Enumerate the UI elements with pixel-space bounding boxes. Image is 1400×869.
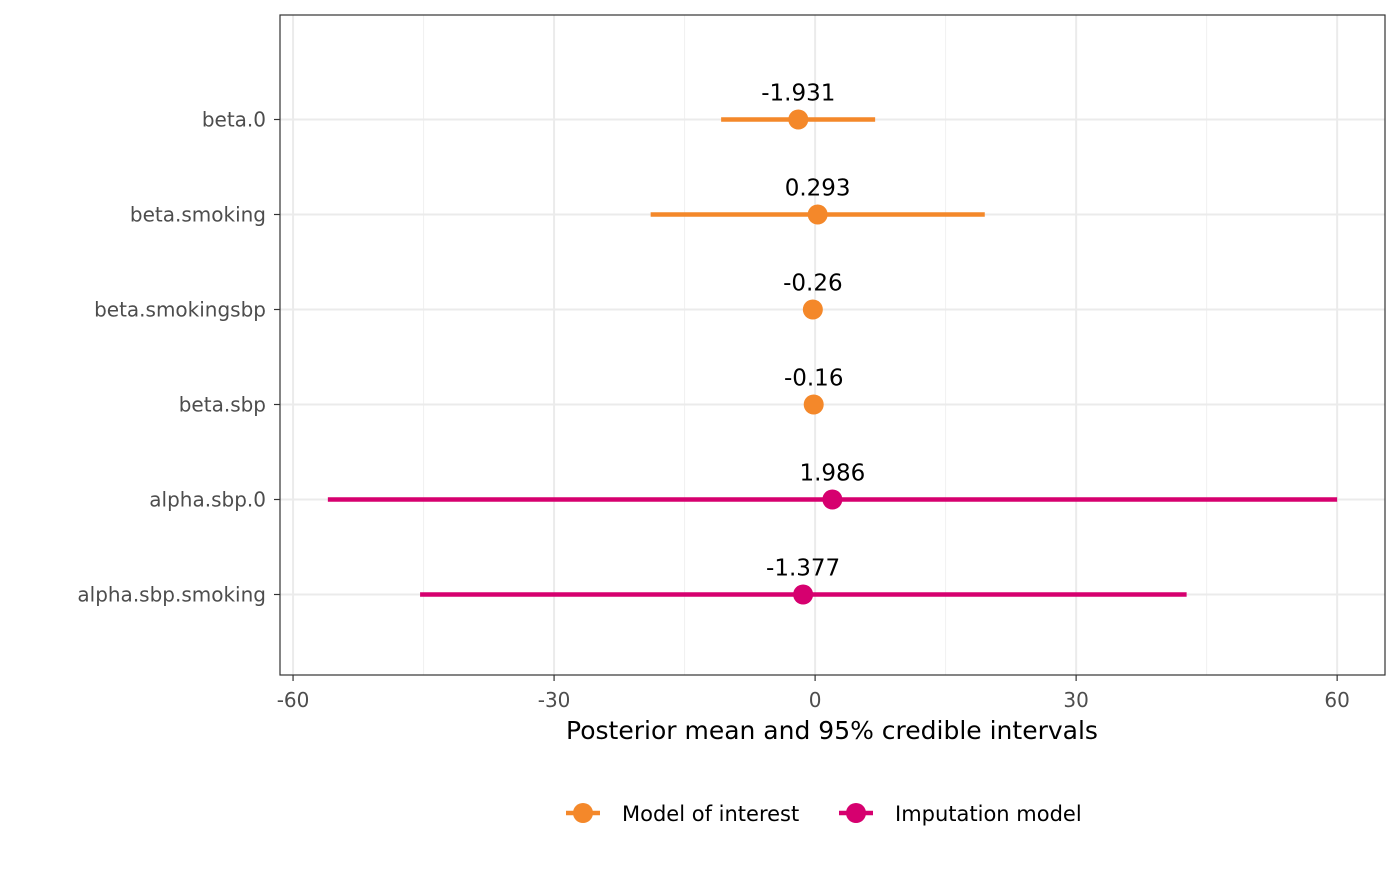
y-tick-label: beta.0 bbox=[202, 108, 266, 132]
legend-key-point bbox=[846, 803, 866, 823]
posterior-mean-point bbox=[793, 584, 814, 605]
plot-background bbox=[280, 15, 1385, 675]
y-axis: beta.0 beta.smoking beta.smokingsbp beta.sb… bbox=[77, 108, 280, 607]
legend-key-point bbox=[573, 803, 593, 823]
posterior-mean-point bbox=[822, 489, 843, 510]
legend: Model of interest Imputation model bbox=[566, 802, 1082, 826]
y-tick-label: beta.sbp bbox=[179, 393, 266, 417]
mean-value-label: 1.986 bbox=[799, 461, 865, 487]
mean-value-label: -1.931 bbox=[761, 81, 835, 107]
x-tick-label: 30 bbox=[1063, 688, 1088, 712]
posterior-mean-point bbox=[802, 299, 823, 320]
mean-value-label: -1.377 bbox=[766, 556, 840, 582]
x-tick-label: -30 bbox=[538, 688, 571, 712]
data-labels: -1.931 0.293 -0.26 -0.16 1.986 -1.377 bbox=[761, 81, 865, 582]
y-tick-label: alpha.sbp.0 bbox=[149, 488, 266, 512]
posterior-means bbox=[788, 109, 843, 605]
x-tick-label: -60 bbox=[277, 688, 310, 712]
legend-item: Imputation model bbox=[839, 802, 1082, 826]
x-tick-label: 60 bbox=[1324, 688, 1349, 712]
y-tick-label: beta.smokingsbp bbox=[94, 298, 266, 322]
x-axis: -60 -30 0 30 60 bbox=[277, 675, 1350, 712]
y-tick-label: beta.smoking bbox=[130, 203, 266, 227]
legend-label: Model of interest bbox=[622, 802, 799, 826]
mean-value-label: -0.16 bbox=[784, 366, 844, 392]
mean-value-label: 0.293 bbox=[785, 176, 851, 202]
legend-item: Model of interest bbox=[566, 802, 799, 826]
posterior-mean-point bbox=[788, 109, 809, 130]
x-axis-title: Posterior mean and 95% credible interval… bbox=[566, 716, 1098, 745]
posterior-mean-point bbox=[807, 204, 828, 225]
mean-value-label: -0.26 bbox=[783, 271, 843, 297]
x-tick-label: 0 bbox=[809, 688, 822, 712]
posterior-mean-point bbox=[803, 394, 824, 415]
legend-label: Imputation model bbox=[895, 802, 1082, 826]
y-tick-label: alpha.sbp.smoking bbox=[77, 583, 266, 607]
plot-panel-border bbox=[279, 14, 1386, 676]
